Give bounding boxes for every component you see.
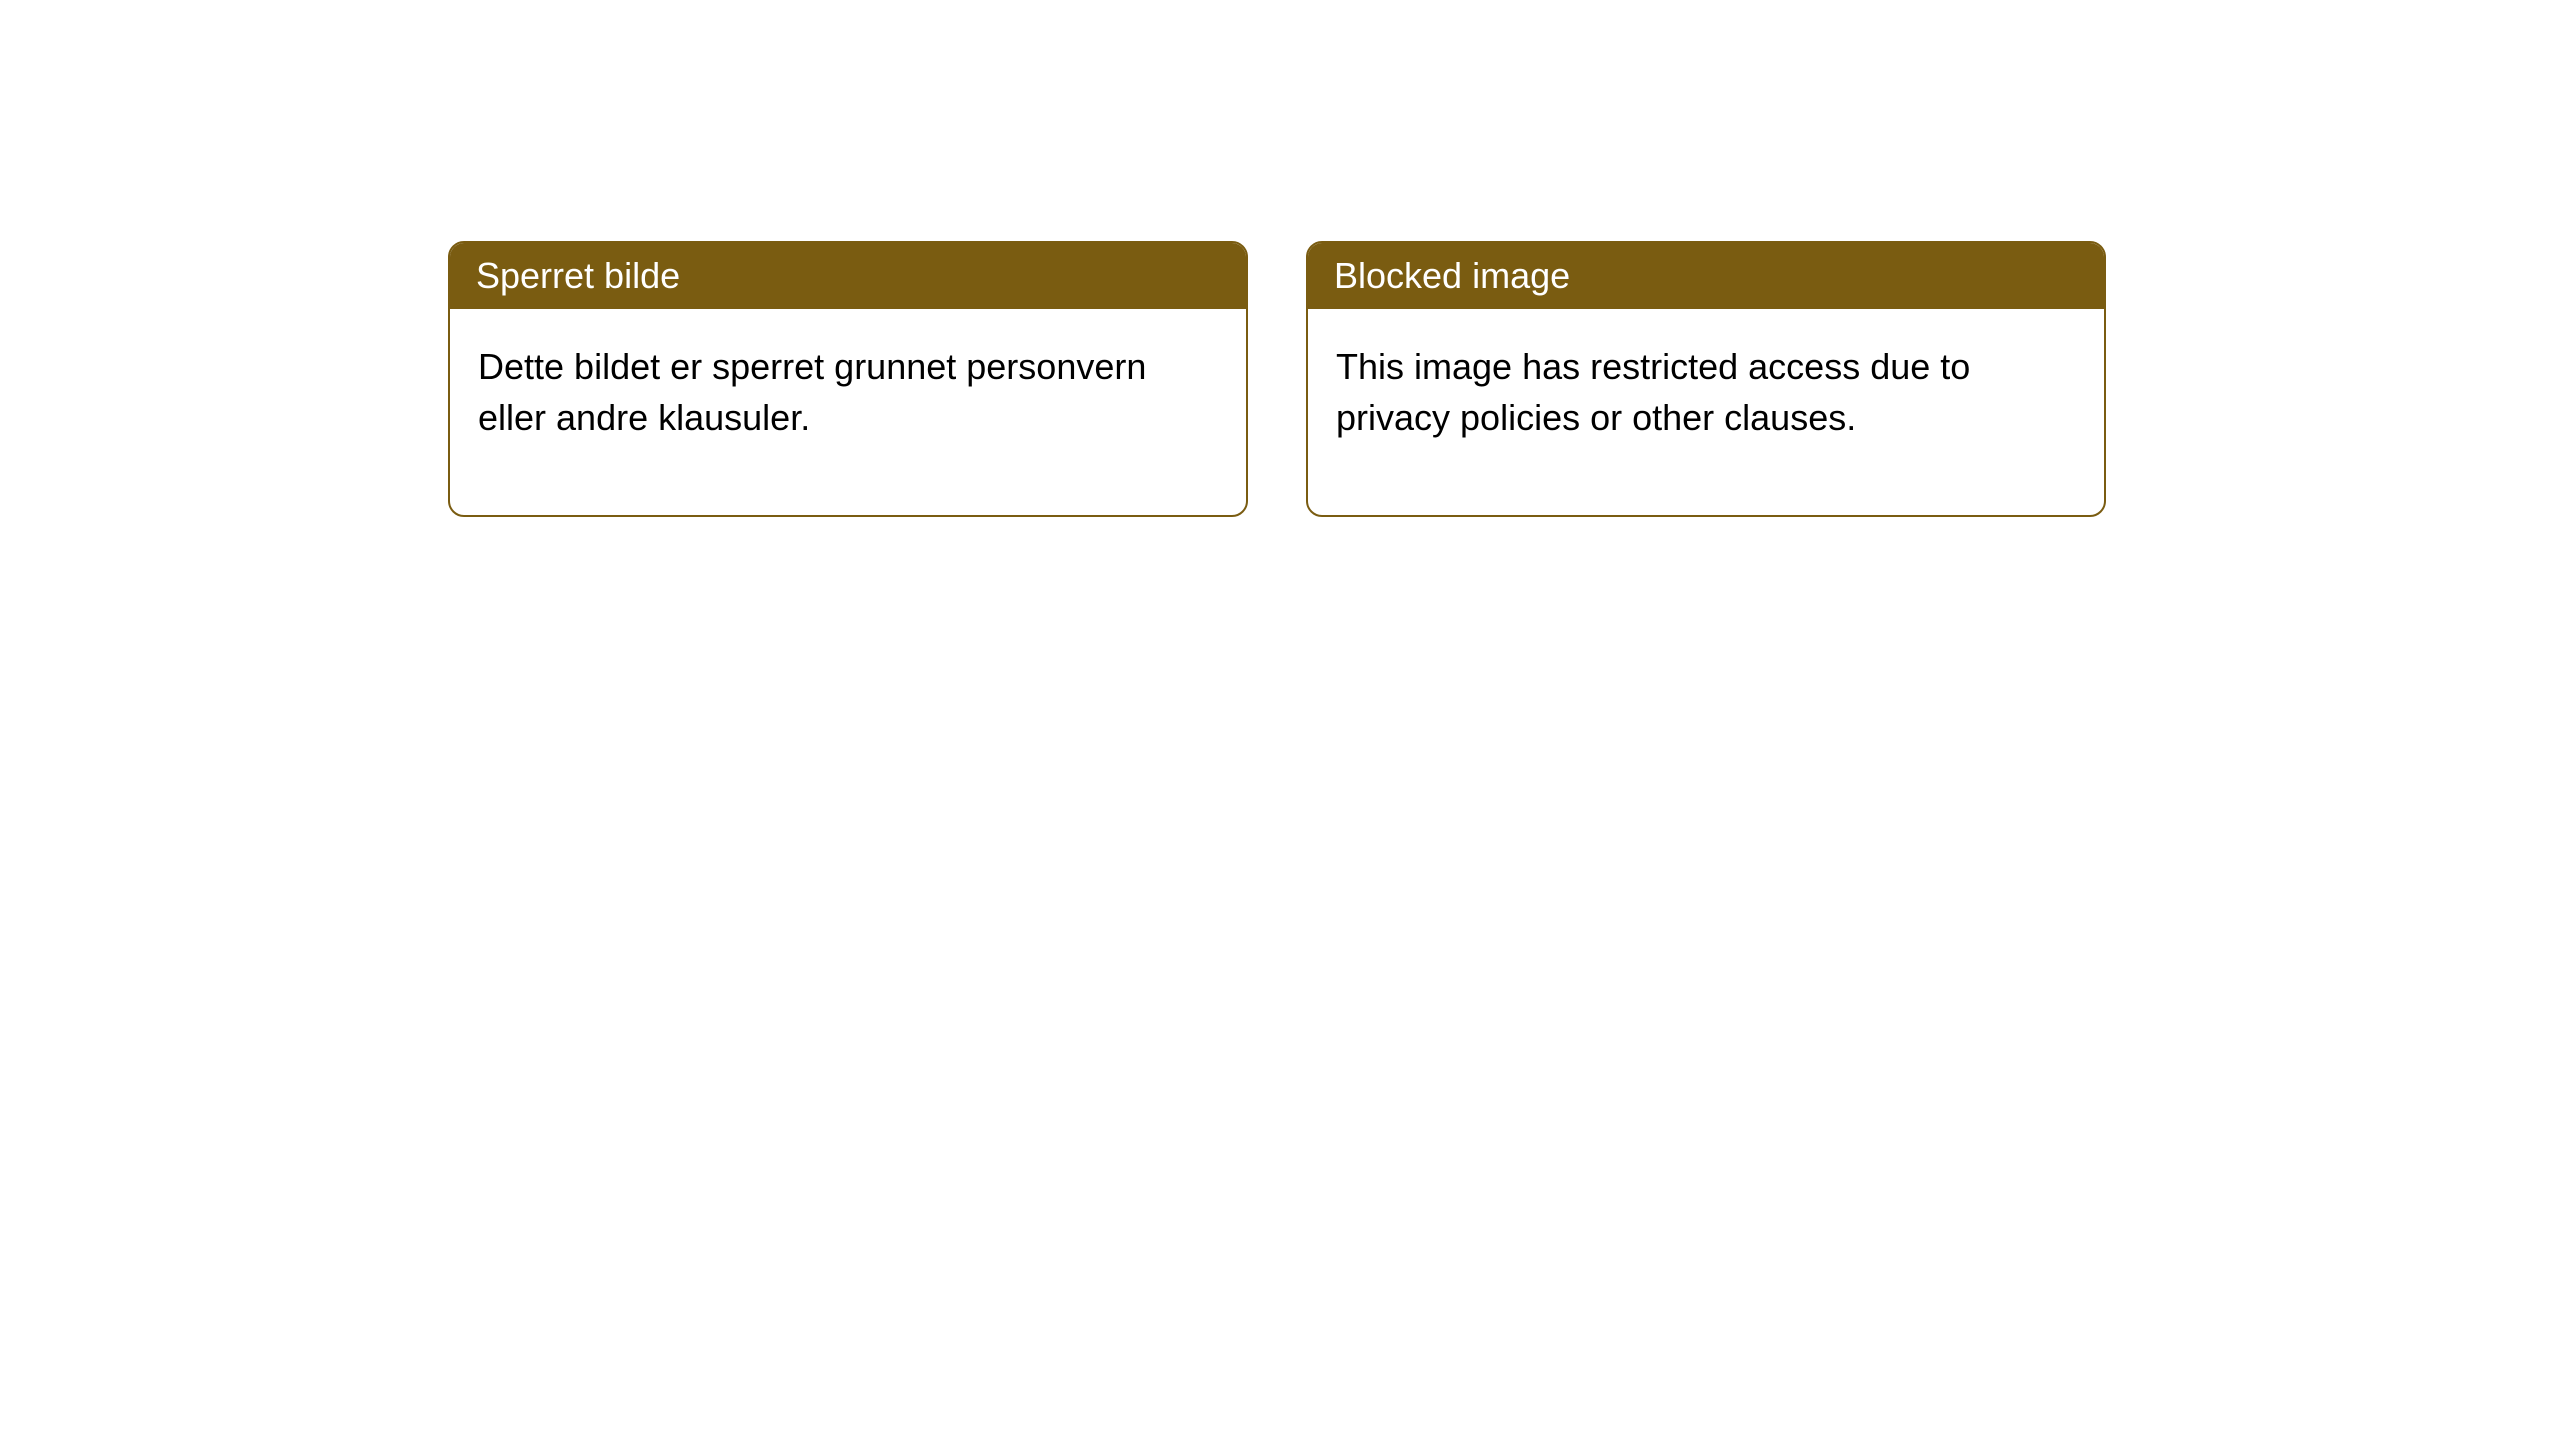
notice-card-norwegian: Sperret bilde Dette bildet er sperret gr… xyxy=(448,241,1248,517)
notice-cards-container: Sperret bilde Dette bildet er sperret gr… xyxy=(448,241,2560,517)
notice-card-body: This image has restricted access due to … xyxy=(1308,309,2104,515)
notice-card-title: Sperret bilde xyxy=(450,243,1246,309)
notice-card-english: Blocked image This image has restricted … xyxy=(1306,241,2106,517)
notice-card-title: Blocked image xyxy=(1308,243,2104,309)
notice-card-body: Dette bildet er sperret grunnet personve… xyxy=(450,309,1246,515)
